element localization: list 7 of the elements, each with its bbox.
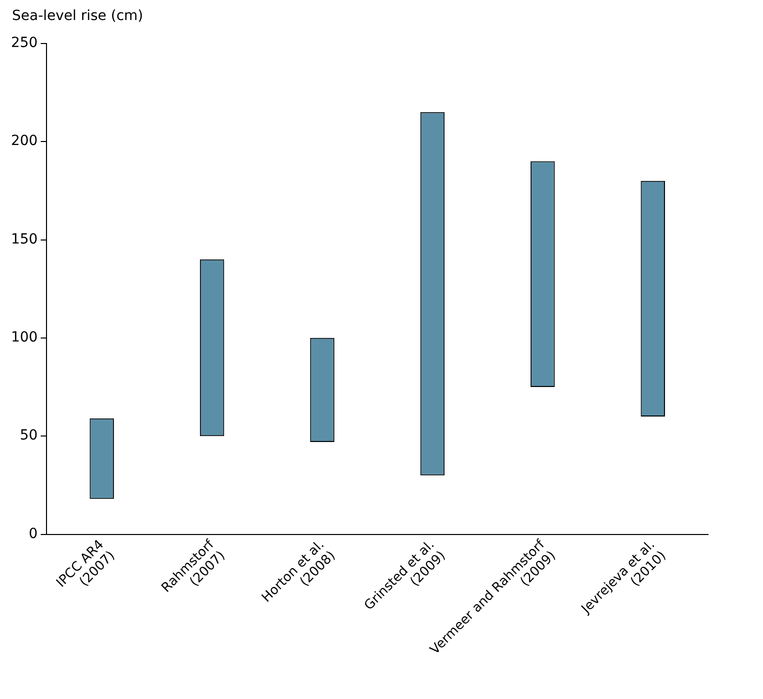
y-tick-label: 0 <box>28 526 38 542</box>
y-tick-label: 150 <box>10 231 38 248</box>
y-axis-title: Sea-level rise (cm) <box>12 8 144 24</box>
y-tick-label: 250 <box>10 35 38 52</box>
y-tick-label: 100 <box>10 330 38 346</box>
y-tick-label: 200 <box>10 133 38 150</box>
y-tick-label: 50 <box>20 428 38 444</box>
